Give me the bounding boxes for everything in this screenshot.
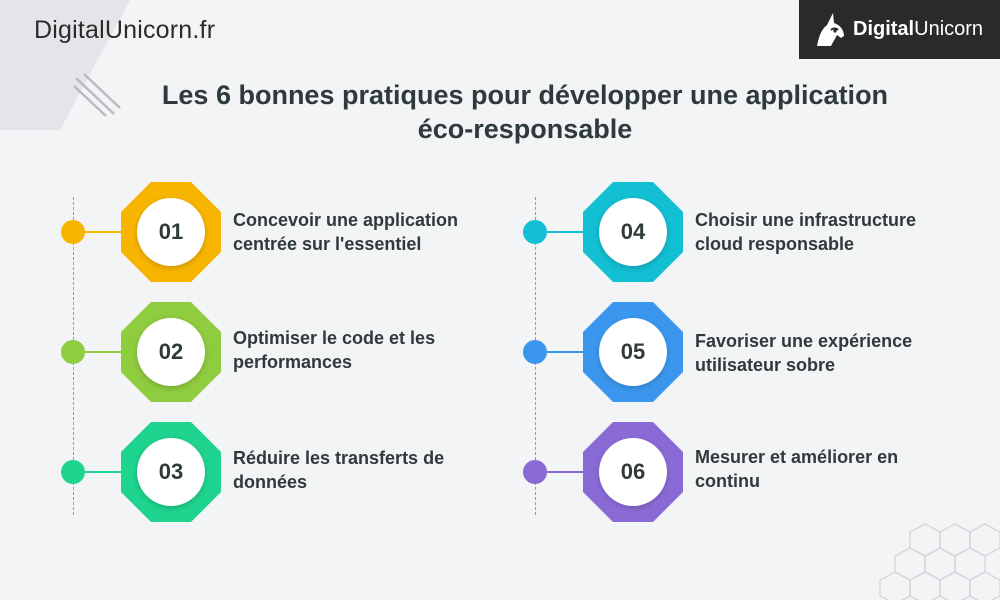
step-number: 02 — [137, 318, 205, 386]
connector-line — [85, 471, 125, 473]
brand-logo[interactable]: DigitalUnicorn — [799, 0, 1000, 59]
step-number: 05 — [599, 318, 667, 386]
connector-line — [85, 231, 125, 233]
practice-label: Mesurer et améliorer en continu — [695, 447, 899, 491]
timeline-dot — [61, 220, 85, 244]
title-line-2: éco-responsable — [417, 114, 633, 144]
timeline-dot — [523, 460, 547, 484]
practice-label: Optimiser le code et les performances — [233, 328, 436, 372]
connector-line — [547, 471, 587, 473]
practice-item-05: 05 Favoriser une expérience utilisateur s… — [523, 302, 963, 402]
stripes-decoration — [73, 73, 121, 117]
practice-label: Concevoir une application centrée sur l'e… — [233, 210, 459, 254]
logo-wordmark: DigitalUnicorn — [853, 18, 984, 40]
step-number: 01 — [137, 198, 205, 266]
step-number: 04 — [599, 198, 667, 266]
connector-line — [547, 231, 587, 233]
unicorn-head-icon — [817, 12, 844, 46]
title-line-1: Les 6 bonnes pratiques pour développer u… — [161, 80, 889, 110]
hexagon-pattern-decoration — [879, 523, 1000, 600]
step-number: 06 — [599, 438, 667, 506]
practice-item-02: 02 Optimiser le code et les performances — [61, 302, 501, 402]
practice-label: Favoriser une expérience utilisateur sobr… — [695, 331, 913, 375]
practice-item-06: 06 Mesurer et améliorer en continu — [523, 422, 963, 522]
page-title: Les 6 bonnes pratiques pour développer u… — [110, 78, 940, 146]
practice-item-04: 04 Choisir une infrastructure cloud respo… — [523, 182, 963, 282]
practice-label: Choisir une infrastructure cloud responsa… — [695, 210, 917, 254]
practice-item-03: 03 Réduire les transferts de données — [61, 422, 501, 522]
corner-decoration — [0, 0, 130, 130]
step-number: 03 — [137, 438, 205, 506]
practice-item-01: 01 Concevoir une application centrée sur … — [61, 182, 501, 282]
timeline-dot — [61, 460, 85, 484]
connector-line — [547, 351, 587, 353]
site-name[interactable]: DigitalUnicorn.fr — [34, 16, 216, 44]
timeline-dot — [61, 340, 85, 364]
practice-label: Réduire les transferts de données — [233, 448, 445, 492]
connector-line — [85, 351, 125, 353]
timeline-dot — [523, 220, 547, 244]
timeline-dot — [523, 340, 547, 364]
